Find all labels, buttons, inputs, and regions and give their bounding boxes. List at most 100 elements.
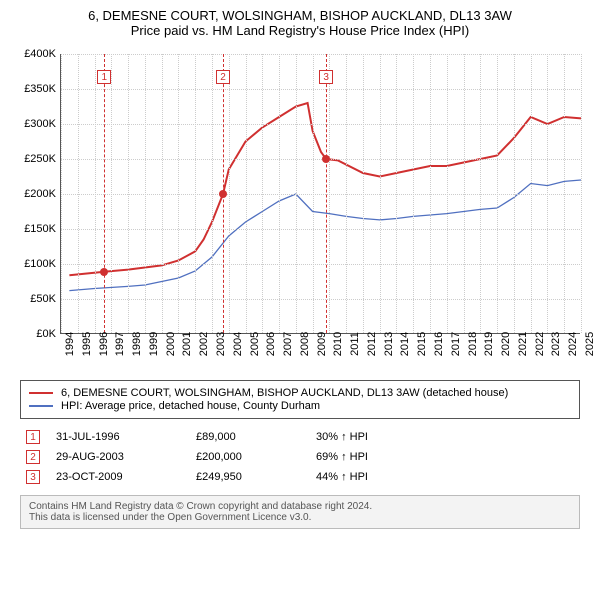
- x-axis-label: 2012: [366, 332, 378, 356]
- legend-item: 6, DEMESNE COURT, WOLSINGHAM, BISHOP AUC…: [29, 387, 571, 399]
- y-axis-label: £50K: [30, 293, 56, 305]
- gridline-v: [178, 54, 179, 333]
- x-axis-label: 2013: [383, 332, 395, 356]
- sale-row: 1 31-JUL-1996£89,00030% ↑ HPI: [20, 427, 580, 447]
- gridline-h: [61, 194, 580, 195]
- x-axis-label: 2007: [282, 332, 294, 356]
- series-property-line: [69, 103, 581, 275]
- y-axis-label: £100K: [24, 258, 56, 270]
- gridline-v: [581, 54, 582, 333]
- sale-marker-dot: [100, 268, 108, 276]
- y-axis-label: £350K: [24, 83, 56, 95]
- gridline-v: [430, 54, 431, 333]
- gridline-v: [514, 54, 515, 333]
- gridline-h: [61, 89, 580, 90]
- gridline-v: [413, 54, 414, 333]
- gridline-v: [447, 54, 448, 333]
- gridline-h: [61, 54, 580, 55]
- sale-vs-hpi: 30% ↑ HPI: [316, 431, 580, 443]
- legend-item: HPI: Average price, detached house, Coun…: [29, 400, 571, 412]
- sale-marker-box: 2: [216, 70, 230, 84]
- x-axis-label: 2019: [483, 332, 495, 356]
- sale-marker-dot: [219, 190, 227, 198]
- x-axis-label: 2002: [198, 332, 210, 356]
- x-axis-label: 2003: [215, 332, 227, 356]
- sale-marker-line: [104, 54, 105, 333]
- footer: Contains HM Land Registry data © Crown c…: [20, 495, 580, 529]
- gridline-v: [346, 54, 347, 333]
- x-axis-label: 2010: [332, 332, 344, 356]
- sale-row: 229-AUG-2003£200,00069% ↑ HPI: [20, 447, 580, 467]
- sale-row-marker: 3: [26, 470, 40, 484]
- title-subtitle: Price paid vs. HM Land Registry's House …: [10, 23, 590, 38]
- footer-line1: Contains HM Land Registry data © Crown c…: [29, 501, 571, 512]
- gridline-v: [396, 54, 397, 333]
- gridline-h: [61, 124, 580, 125]
- y-axis-label: £250K: [24, 153, 56, 165]
- chart: 123 £0K£50K£100K£150K£200K£250K£300K£350…: [10, 44, 590, 374]
- gridline-v: [547, 54, 548, 333]
- y-axis-label: £150K: [24, 223, 56, 235]
- title-address: 6, DEMESNE COURT, WOLSINGHAM, BISHOP AUC…: [10, 8, 590, 23]
- y-axis-label: £400K: [24, 48, 56, 60]
- x-axis-label: 2001: [181, 332, 193, 356]
- x-axis-label: 2018: [467, 332, 479, 356]
- x-axis-label: 2016: [433, 332, 445, 356]
- sale-vs-hpi: 69% ↑ HPI: [316, 451, 580, 463]
- gridline-v: [212, 54, 213, 333]
- x-axis-label: 2011: [349, 332, 361, 356]
- x-axis-label: 1996: [98, 332, 110, 356]
- x-axis-label: 2015: [416, 332, 428, 356]
- x-axis-label: 2009: [316, 332, 328, 356]
- gridline-v: [480, 54, 481, 333]
- title-block: 6, DEMESNE COURT, WOLSINGHAM, BISHOP AUC…: [10, 8, 590, 38]
- footer-line2: This data is licensed under the Open Gov…: [29, 512, 571, 523]
- sale-marker-box: 1: [97, 70, 111, 84]
- legend-swatch: [29, 392, 53, 394]
- chart-container: 6, DEMESNE COURT, WOLSINGHAM, BISHOP AUC…: [0, 0, 600, 539]
- x-axis-label: 2022: [534, 332, 546, 356]
- legend: 6, DEMESNE COURT, WOLSINGHAM, BISHOP AUC…: [20, 380, 580, 419]
- gridline-v: [363, 54, 364, 333]
- sale-row-marker: 2: [26, 450, 40, 464]
- gridline-v: [497, 54, 498, 333]
- x-axis-label: 2020: [500, 332, 512, 356]
- gridline-h: [61, 264, 580, 265]
- plot-area: 123: [60, 54, 580, 334]
- gridline-v: [111, 54, 112, 333]
- gridline-v: [246, 54, 247, 333]
- gridline-v: [380, 54, 381, 333]
- sale-price: £89,000: [196, 431, 316, 443]
- sale-date: 31-JUL-1996: [56, 431, 196, 443]
- gridline-v: [329, 54, 330, 333]
- x-axis-label: 2023: [550, 332, 562, 356]
- sale-date: 29-AUG-2003: [56, 451, 196, 463]
- x-axis-label: 2025: [584, 332, 596, 356]
- gridline-h: [61, 299, 580, 300]
- gridline-v: [78, 54, 79, 333]
- gridline-v: [564, 54, 565, 333]
- gridline-v: [128, 54, 129, 333]
- legend-label: 6, DEMESNE COURT, WOLSINGHAM, BISHOP AUC…: [61, 387, 508, 399]
- gridline-h: [61, 159, 580, 160]
- gridline-v: [296, 54, 297, 333]
- x-axis-label: 2017: [450, 332, 462, 356]
- x-axis-label: 2008: [299, 332, 311, 356]
- x-axis-label: 2006: [265, 332, 277, 356]
- sale-marker-line: [326, 54, 327, 333]
- gridline-v: [464, 54, 465, 333]
- gridline-v: [262, 54, 263, 333]
- x-axis-label: 2021: [517, 332, 529, 356]
- gridline-v: [145, 54, 146, 333]
- sale-date: 23-OCT-2009: [56, 471, 196, 483]
- y-axis-label: £0K: [36, 328, 56, 340]
- series-hpi-line: [69, 180, 581, 291]
- legend-label: HPI: Average price, detached house, Coun…: [61, 400, 320, 412]
- x-axis-label: 1994: [64, 332, 76, 356]
- sales-table: 1 31-JUL-1996£89,00030% ↑ HPI 2 29-AUG-2003…: [20, 427, 580, 487]
- sale-row-marker: 1: [26, 430, 40, 444]
- gridline-v: [279, 54, 280, 333]
- y-axis-label: £200K: [24, 188, 56, 200]
- sale-price: £249,950: [196, 471, 316, 483]
- x-axis-label: 1998: [131, 332, 143, 356]
